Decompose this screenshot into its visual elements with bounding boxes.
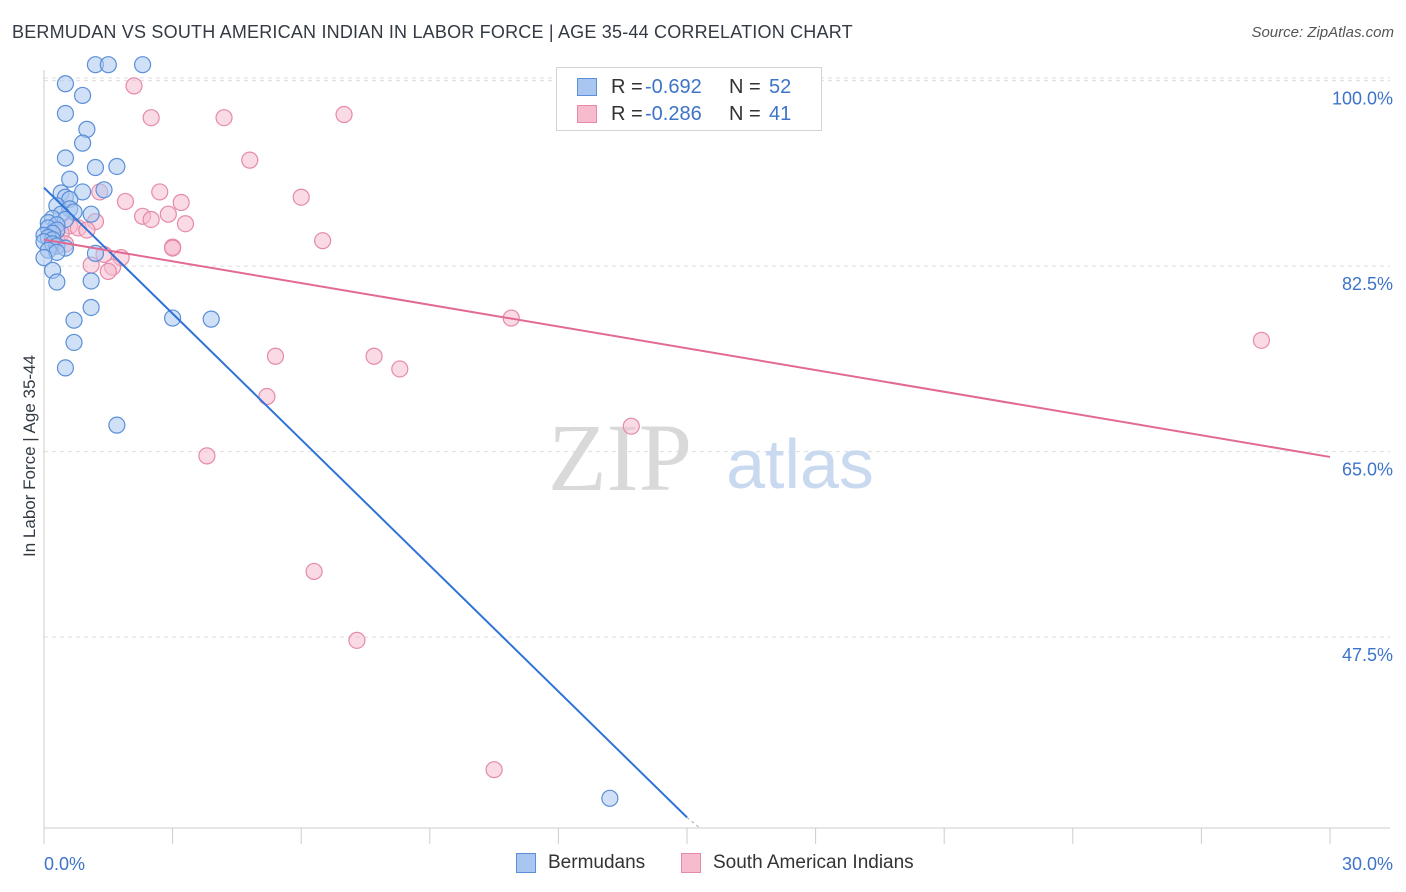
data-point-south-american-indians [176, 215, 195, 233]
data-point-bermudans [99, 56, 117, 74]
trend-line-bermudans [43, 186, 688, 819]
legend-swatch-blue [516, 853, 536, 873]
data-point-bermudans [95, 181, 113, 199]
data-point-bermudans [56, 359, 75, 377]
data-point-south-american-indians [305, 562, 323, 581]
data-point-south-american-indians [164, 239, 182, 257]
data-point-south-american-indians [258, 387, 276, 406]
data-point-bermudans [56, 75, 75, 93]
data-point-south-american-indians [314, 232, 332, 250]
legend-n-label: N = [729, 102, 761, 125]
watermark-zip: ZIP [548, 404, 692, 511]
legend-n-value: 52 [769, 75, 792, 98]
source-credit: Source: ZipAtlas.com [1251, 24, 1394, 41]
legend-item-south-american-indians[interactable]: South American Indians [681, 852, 914, 874]
trend-line-bermudans-extension [686, 816, 701, 829]
data-point-bermudans [202, 310, 220, 328]
legend-r-value: -0.286 [645, 102, 702, 125]
data-point-bermudans [65, 311, 83, 329]
data-point-south-american-indians [125, 77, 143, 95]
data-point-bermudans [82, 298, 100, 317]
legend-n-value: 41 [769, 102, 792, 125]
x-tick-label-min: 0.0% [44, 854, 85, 874]
legend-row-bermudans: R = -0.692 N = 52 [577, 74, 791, 100]
axes [43, 70, 1390, 844]
data-point-bermudans [164, 309, 182, 327]
y-tick-label: 47.5% [1342, 645, 1393, 665]
watermark-atlas: atlas [726, 425, 874, 503]
data-point-bermudans [108, 416, 126, 434]
trend-line-south-american-indians [43, 238, 1331, 458]
data-point-south-american-indians [172, 193, 190, 212]
data-point-south-american-indians [622, 417, 640, 435]
legend-row-south-american-indians: R = -0.286 N = 41 [577, 101, 791, 127]
stats-legend: R = -0.692 N = 52 R = -0.286 N = 41 [556, 67, 822, 131]
legend-label-bermudans: Bermudans [548, 852, 646, 873]
data-point-bermudans [56, 149, 75, 167]
y-tick-label: 82.5% [1342, 274, 1393, 294]
legend-item-bermudans[interactable]: Bermudans [516, 852, 645, 874]
data-point-south-american-indians [241, 151, 259, 169]
data-point-bermudans [73, 86, 92, 105]
legend-swatch-blue [577, 78, 597, 96]
data-point-south-american-indians [99, 262, 117, 281]
legend-swatch-pink [681, 853, 701, 873]
series-legend: Bermudans South American Indians [0, 852, 1406, 878]
data-point-south-american-indians [116, 192, 135, 211]
data-point-south-american-indians [151, 183, 169, 201]
data-point-bermudans [73, 183, 92, 201]
data-point-south-american-indians [348, 631, 366, 649]
data-point-south-american-indians [335, 105, 353, 124]
data-point-bermudans [86, 158, 105, 177]
legend-r-value: -0.692 [645, 75, 702, 98]
tick-labels: 100.0% 82.5% 65.0% 47.5% 0.0% 30.0% [44, 89, 1393, 874]
data-point-south-american-indians [142, 210, 160, 229]
data-point-south-american-indians [365, 347, 383, 365]
watermark: ZIP atlas [548, 404, 874, 511]
legend-r-label: R = [611, 75, 643, 98]
data-point-bermudans [35, 249, 53, 267]
data-point-south-american-indians [215, 109, 233, 127]
y-tick-label: 100.0% [1332, 89, 1393, 109]
data-point-south-american-indians [485, 761, 503, 779]
data-point-bermudans [601, 789, 619, 807]
data-point-bermudans [65, 333, 83, 352]
data-point-south-american-indians [1252, 331, 1271, 349]
legend-n-label: N = [729, 75, 761, 98]
data-point-south-american-indians [198, 447, 216, 465]
data-point-bermudans [48, 273, 66, 291]
legend-swatch-pink [577, 105, 597, 123]
data-point-bermudans [82, 205, 100, 223]
legend-r-label: R = [611, 102, 643, 125]
data-point-south-american-indians [142, 109, 160, 127]
legend-label-south-american-indians: South American Indians [713, 852, 914, 873]
data-point-south-american-indians [292, 188, 310, 206]
data-point-bermudans [108, 157, 126, 176]
series-bermudans [35, 56, 619, 807]
data-point-south-american-indians [159, 205, 177, 223]
data-point-south-american-indians [391, 360, 409, 378]
x-tick-label-max: 30.0% [1342, 854, 1393, 874]
chart-title: BERMUDAN VS SOUTH AMERICAN INDIAN IN LAB… [12, 22, 853, 42]
trend-lines [43, 186, 1331, 829]
data-point-bermudans [82, 272, 100, 290]
data-point-bermudans [73, 134, 92, 152]
data-point-bermudans [61, 170, 79, 188]
data-point-south-american-indians [266, 347, 285, 365]
data-point-bermudans [56, 104, 75, 123]
y-tick-label: 65.0% [1342, 460, 1393, 480]
data-point-bermudans [133, 56, 152, 74]
